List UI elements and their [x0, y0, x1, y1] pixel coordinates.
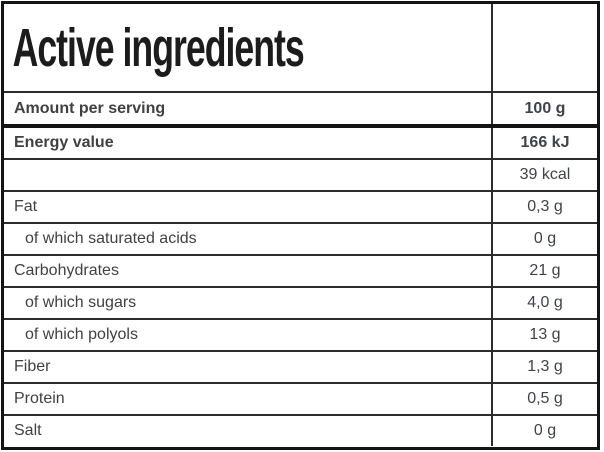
table-row: Energy value 166 kJ [4, 128, 597, 160]
row-label: of which polyols [25, 326, 138, 343]
table-row: of which saturated acids 0 g [4, 224, 597, 256]
row-label: Amount per serving [14, 99, 166, 117]
table-row: of which polyols 13 g [4, 320, 597, 352]
row-label: Fat [14, 198, 38, 215]
row-value: 4,0 g [491, 288, 597, 318]
table-row: Fiber 1,3 g [4, 352, 597, 384]
row-value: 100 g [491, 93, 597, 124]
row-label [4, 160, 491, 190]
row-value: 0,5 g [491, 384, 597, 414]
row-value: 1,3 g [491, 352, 597, 382]
amount-per-serving-row: Amount per serving 100 g [4, 93, 597, 128]
row-label: of which saturated acids [25, 230, 197, 247]
row-label: Energy value [14, 134, 114, 151]
table-row: 39 kcal [4, 160, 597, 192]
row-value: 0,3 g [491, 192, 597, 222]
table-row: Protein 0,5 g [4, 384, 597, 416]
row-value: 13 g [491, 320, 597, 350]
row-value: 0 g [491, 224, 597, 254]
row-value: 39 kcal [491, 160, 597, 190]
table-row: Salt 0 g [4, 416, 597, 446]
row-value: 166 kJ [491, 128, 597, 158]
table-header-row: Active ingredients [4, 4, 597, 93]
table-header-cell: Active ingredients [4, 4, 491, 91]
row-value: 21 g [491, 256, 597, 286]
nutrient-rows: Energy value 166 kJ 39 kcal Fat 0,3 g of whic… [4, 128, 597, 446]
row-label: of which sugars [25, 294, 137, 311]
row-label: Fiber [14, 358, 51, 375]
header-value-spacer [491, 4, 597, 91]
row-label: Carbohydrates [14, 262, 119, 279]
row-label: Protein [14, 390, 65, 407]
table-row: Carbohydrates 21 g [4, 256, 597, 288]
table-row: of which sugars 4,0 g [4, 288, 597, 320]
page-title: Active ingredients [12, 17, 305, 78]
table-row: Fat 0,3 g [4, 192, 597, 224]
row-value: 0 g [491, 416, 597, 446]
row-label: Salt [14, 422, 42, 439]
